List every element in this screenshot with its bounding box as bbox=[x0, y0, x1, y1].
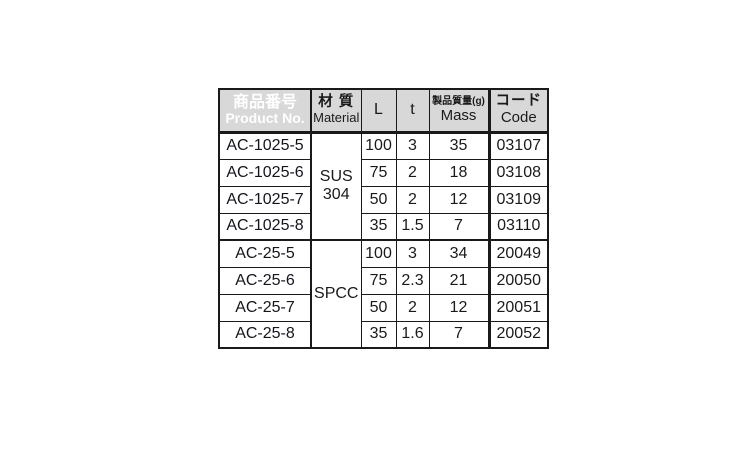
length-cell: 100 bbox=[360, 239, 397, 268]
header-code-jp: コード bbox=[495, 93, 542, 110]
header-mass-jp: 製品質量(g) bbox=[432, 95, 485, 107]
mass-cell: 18 bbox=[428, 158, 490, 187]
thickness-cell: 2 bbox=[395, 293, 430, 322]
header-length: L bbox=[360, 88, 397, 134]
length-cell: 35 bbox=[360, 320, 397, 349]
header-code-en: Code bbox=[500, 108, 537, 126]
mass-cell: 21 bbox=[428, 266, 490, 295]
header-material-en: Material bbox=[313, 110, 360, 126]
code-cell: 20051 bbox=[487, 293, 549, 322]
product-no-cell: AC-25-8 bbox=[218, 320, 312, 349]
mass-cell: 7 bbox=[428, 212, 490, 241]
thickness-cell: 3 bbox=[395, 239, 430, 268]
mass-cell: 35 bbox=[428, 131, 490, 160]
header-product-no-en: Product No. bbox=[225, 110, 305, 127]
header-mass-en: Mass bbox=[440, 106, 477, 124]
product-no-cell: AC-1025-5 bbox=[218, 131, 312, 160]
header-mass: 製品質量(g) Mass bbox=[428, 88, 490, 134]
header-thickness-label: t bbox=[410, 101, 415, 119]
code-cell: 20050 bbox=[487, 266, 549, 295]
mass-cell: 12 bbox=[428, 185, 490, 214]
length-cell: 50 bbox=[360, 293, 397, 322]
product-no-cell: AC-25-5 bbox=[218, 239, 312, 268]
code-cell: 03109 bbox=[487, 185, 549, 214]
thickness-cell: 3 bbox=[395, 131, 430, 160]
code-cell: 03110 bbox=[487, 212, 549, 241]
code-cell: 03107 bbox=[487, 131, 549, 160]
code-cell: 20052 bbox=[487, 320, 549, 349]
code-cell: 03108 bbox=[487, 158, 549, 187]
table-row: AC-25-6 75 2.3 21 20050 bbox=[218, 266, 549, 295]
length-cell: 100 bbox=[360, 131, 397, 160]
product-no-cell: AC-25-7 bbox=[218, 293, 312, 322]
product-no-cell: AC-1025-8 bbox=[218, 212, 312, 241]
length-cell: 50 bbox=[360, 185, 397, 214]
length-cell: 75 bbox=[360, 266, 397, 295]
header-row: 商品番号 Product No. 材 質 Material L t bbox=[218, 88, 549, 134]
header-length-label: L bbox=[374, 101, 383, 119]
header-thickness: t bbox=[395, 88, 430, 134]
header-product-no-jp: 商品番号 bbox=[232, 94, 297, 112]
thickness-cell: 2.3 bbox=[395, 266, 430, 295]
length-cell: 35 bbox=[360, 212, 397, 241]
header-material-jp: 材 質 bbox=[318, 94, 355, 111]
table-row: AC-1025-6 75 2 18 03108 bbox=[218, 158, 549, 187]
table-row: AC-1025-7 50 2 12 03109 bbox=[218, 185, 549, 214]
length-cell: 75 bbox=[360, 158, 397, 187]
table-row: AC-1025-5 SUS 304 100 3 35 03107 bbox=[218, 131, 549, 241]
thickness-cell: 2 bbox=[395, 185, 430, 214]
table-row: AC-25-8 35 1.6 7 20052 bbox=[218, 320, 549, 349]
product-no-cell: AC-1025-6 bbox=[218, 158, 312, 187]
mass-cell: 34 bbox=[428, 239, 490, 268]
material-cell-sus304: SUS 304 bbox=[310, 131, 362, 241]
mass-cell: 12 bbox=[428, 293, 490, 322]
code-cell: 20049 bbox=[487, 239, 549, 268]
product-no-cell: AC-25-6 bbox=[218, 266, 312, 295]
table-row: AC-25-7 50 2 12 20051 bbox=[218, 293, 549, 322]
header-product-no: 商品番号 Product No. bbox=[218, 88, 312, 134]
thickness-cell: 1.5 bbox=[395, 212, 430, 241]
table-row: AC-25-5 SPCC 100 3 34 20049 bbox=[218, 239, 549, 349]
header-code: コード Code bbox=[487, 88, 549, 134]
header-material: 材 質 Material bbox=[310, 88, 362, 134]
thickness-cell: 1.6 bbox=[395, 320, 430, 349]
table-row: AC-1025-8 35 1.5 7 03110 bbox=[218, 212, 549, 241]
mass-cell: 7 bbox=[428, 320, 490, 349]
product-spec-table: 商品番号 Product No. 材 質 Material L t bbox=[218, 88, 549, 349]
product-no-cell: AC-1025-7 bbox=[218, 185, 312, 214]
thickness-cell: 2 bbox=[395, 158, 430, 187]
material-cell-spcc: SPCC bbox=[310, 239, 362, 349]
